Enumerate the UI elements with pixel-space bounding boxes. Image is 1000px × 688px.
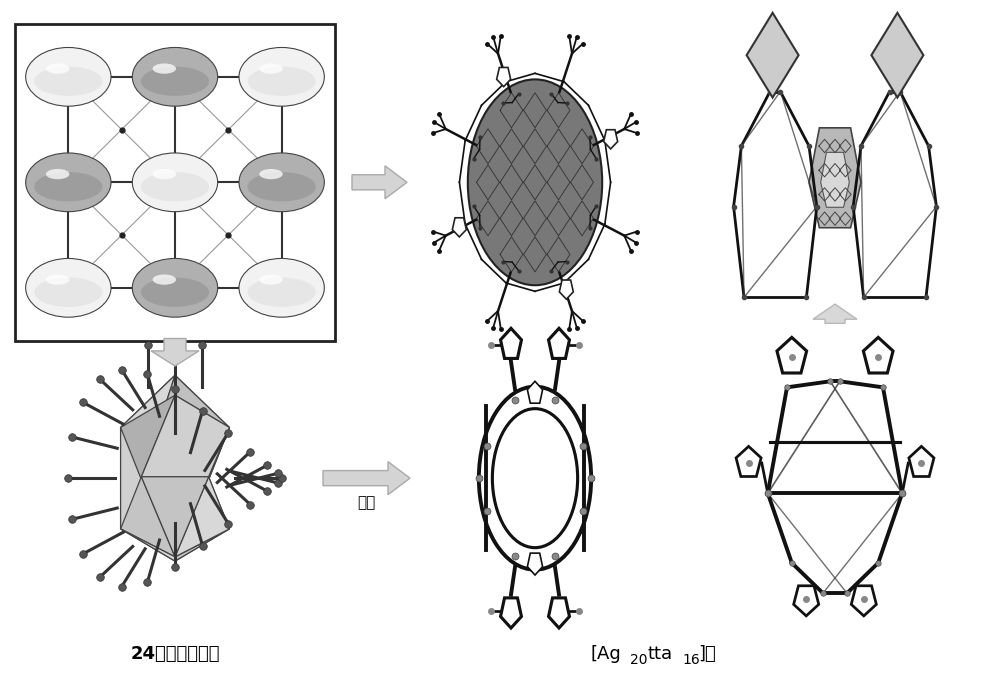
Text: ]笼: ]笼 [698, 645, 716, 663]
Ellipse shape [248, 277, 316, 307]
FancyArrow shape [813, 304, 857, 323]
Polygon shape [794, 585, 819, 616]
Polygon shape [501, 328, 521, 358]
Text: 16: 16 [682, 654, 700, 667]
Ellipse shape [34, 67, 102, 96]
Polygon shape [527, 553, 543, 575]
Ellipse shape [259, 63, 283, 74]
Circle shape [132, 47, 218, 106]
Circle shape [26, 259, 111, 317]
Ellipse shape [259, 275, 283, 285]
Polygon shape [141, 375, 209, 480]
FancyArrow shape [323, 462, 410, 495]
Polygon shape [121, 375, 175, 427]
Polygon shape [452, 218, 466, 237]
Circle shape [26, 153, 111, 212]
Polygon shape [141, 480, 229, 561]
Ellipse shape [46, 169, 69, 180]
Text: 24连接的多酸簇: 24连接的多酸簇 [130, 645, 220, 663]
Ellipse shape [248, 67, 316, 96]
Ellipse shape [153, 63, 176, 74]
Ellipse shape [141, 67, 209, 96]
Circle shape [26, 47, 111, 106]
Polygon shape [175, 477, 229, 557]
Polygon shape [851, 585, 876, 616]
Polygon shape [821, 152, 849, 207]
Polygon shape [121, 395, 175, 529]
Polygon shape [121, 427, 175, 561]
Ellipse shape [34, 277, 102, 307]
Polygon shape [777, 337, 807, 373]
Polygon shape [121, 529, 175, 561]
Polygon shape [604, 130, 618, 149]
Polygon shape [501, 598, 521, 628]
Ellipse shape [248, 172, 316, 202]
Polygon shape [809, 128, 861, 228]
FancyArrow shape [151, 338, 199, 366]
Polygon shape [209, 427, 229, 529]
Circle shape [239, 153, 324, 212]
Polygon shape [121, 477, 175, 557]
Polygon shape [747, 13, 799, 98]
Text: tta: tta [648, 645, 673, 663]
Polygon shape [141, 477, 209, 557]
Ellipse shape [153, 275, 176, 285]
Ellipse shape [34, 172, 102, 202]
Circle shape [239, 47, 324, 106]
Polygon shape [175, 375, 229, 480]
Polygon shape [141, 395, 229, 477]
FancyBboxPatch shape [15, 24, 335, 341]
Text: 囊包: 囊包 [357, 495, 375, 510]
Polygon shape [549, 598, 569, 628]
Polygon shape [175, 375, 229, 427]
Polygon shape [736, 447, 761, 477]
Ellipse shape [46, 275, 69, 285]
Circle shape [132, 153, 218, 212]
Polygon shape [559, 280, 573, 299]
Circle shape [239, 259, 324, 317]
Polygon shape [863, 337, 893, 373]
FancyArrow shape [352, 166, 407, 199]
Polygon shape [549, 328, 569, 358]
Polygon shape [497, 67, 511, 87]
Polygon shape [527, 381, 543, 403]
Text: 20: 20 [630, 654, 648, 667]
Ellipse shape [46, 63, 69, 74]
Ellipse shape [153, 169, 176, 180]
Circle shape [132, 259, 218, 317]
Ellipse shape [468, 79, 602, 286]
Polygon shape [121, 375, 175, 480]
Polygon shape [871, 13, 923, 98]
Ellipse shape [259, 169, 283, 180]
Polygon shape [909, 447, 934, 477]
Text: [Ag: [Ag [590, 645, 621, 663]
Ellipse shape [141, 277, 209, 307]
Polygon shape [175, 529, 229, 561]
Ellipse shape [141, 172, 209, 202]
